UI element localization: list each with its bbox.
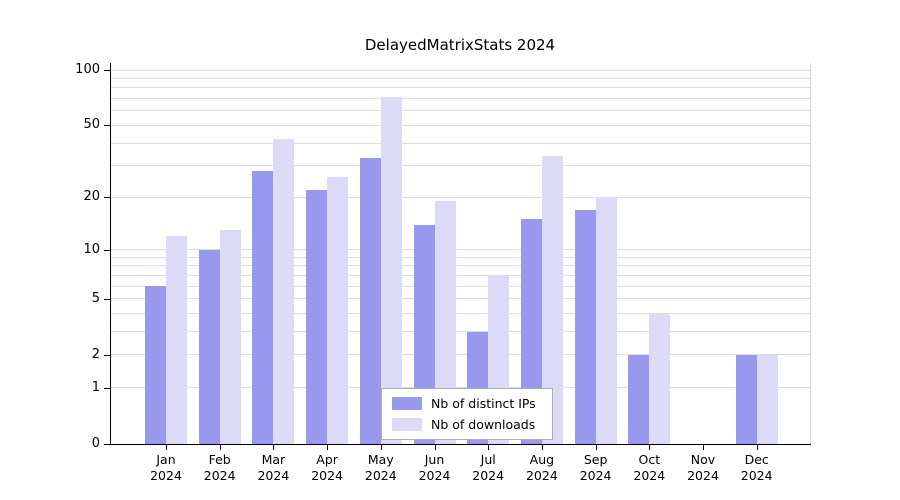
y-tick-label-50: 50 xyxy=(83,117,100,133)
gridline-30 xyxy=(110,165,810,167)
bar-downloads-feb xyxy=(219,230,241,444)
bar-downloads-dec xyxy=(756,354,778,444)
bar-distinct-ips-sep xyxy=(574,209,596,444)
bar-downloads-may xyxy=(380,97,402,444)
y-tick-1 xyxy=(104,387,110,389)
gridline-4 xyxy=(110,313,810,315)
bar-downloads-aug xyxy=(541,155,563,444)
y-tick-label-1: 1 xyxy=(91,379,100,395)
legend-swatch-downloads xyxy=(392,418,422,431)
y-tick-100 xyxy=(104,70,110,71)
x-label-feb: Feb 2024 xyxy=(203,452,236,483)
x-label-jan: Jan 2024 xyxy=(150,452,182,483)
x-tick-jul xyxy=(488,445,490,450)
x-label-may: May 2024 xyxy=(364,452,397,483)
legend-label-downloads: Nb of downloads xyxy=(431,417,536,432)
y-tick-50 xyxy=(104,125,110,127)
gridline-1 xyxy=(110,387,810,389)
bar-distinct-ips-oct xyxy=(628,354,650,444)
gridline-3 xyxy=(110,331,810,333)
y-tick-label-20: 20 xyxy=(83,189,100,205)
gridline-20 xyxy=(110,196,810,198)
y-tick-label-2: 2 xyxy=(91,346,100,362)
gridline-100 xyxy=(110,69,810,71)
x-tick-oct xyxy=(649,445,651,450)
bar-downloads-jun xyxy=(434,201,456,444)
bar-distinct-ips-dec xyxy=(735,354,757,444)
y-tick-2 xyxy=(104,354,110,356)
gridline-60 xyxy=(110,110,810,112)
bar-downloads-sep xyxy=(595,197,617,444)
y-tick-label-0: 0 xyxy=(91,436,100,451)
bar-distinct-ips-may xyxy=(359,158,381,444)
legend-item-distinct-ips: Nb of distinct IPs xyxy=(392,396,536,411)
bar-distinct-ips-jan xyxy=(145,286,166,444)
x-label-nov: Nov 2024 xyxy=(687,452,719,483)
gridline-70 xyxy=(110,98,810,100)
y-tick-label-10: 10 xyxy=(83,241,100,257)
y-tick-label-5: 5 xyxy=(91,290,100,306)
y-tick-5 xyxy=(104,298,110,300)
gridline-50 xyxy=(110,124,810,126)
x-label-dec: Dec 2024 xyxy=(740,452,773,483)
legend: Nb of distinct IPs Nb of downloads xyxy=(381,388,553,440)
x-label-aug: Aug 2024 xyxy=(525,452,558,483)
x-tick-feb xyxy=(219,445,221,450)
bar-distinct-ips-apr xyxy=(306,189,328,444)
x-axis-line xyxy=(110,444,811,445)
bar-downloads-jan xyxy=(166,236,187,444)
x-label-jul: Jul 2024 xyxy=(472,452,505,483)
y-tick-10 xyxy=(104,249,110,251)
gridline-8 xyxy=(110,265,810,267)
gridline-9 xyxy=(110,256,810,258)
legend-swatch-distinct-ips xyxy=(392,397,422,410)
x-tick-dec xyxy=(756,445,758,450)
plot-right-border xyxy=(810,63,811,444)
x-tick-apr xyxy=(327,445,329,450)
bar-downloads-oct xyxy=(649,313,671,444)
x-label-mar: Mar 2024 xyxy=(257,452,290,483)
x-tick-sep xyxy=(595,445,597,450)
y-axis-line xyxy=(110,63,111,445)
bar-downloads-mar xyxy=(273,139,295,444)
gridline-40 xyxy=(110,142,810,144)
gridline-5 xyxy=(110,298,810,300)
x-label-sep: Sep 2024 xyxy=(579,452,612,483)
bar-distinct-ips-aug xyxy=(520,219,542,444)
x-tick-may xyxy=(380,445,382,450)
gridline-90 xyxy=(110,77,810,79)
legend-item-downloads: Nb of downloads xyxy=(392,417,536,432)
x-tick-nov xyxy=(703,445,704,450)
x-tick-mar xyxy=(273,445,275,450)
gridline-80 xyxy=(110,87,810,89)
gridline-6 xyxy=(110,285,810,287)
bar-distinct-ips-feb xyxy=(198,249,220,444)
x-label-apr: Apr 2024 xyxy=(311,452,343,483)
bar-downloads-apr xyxy=(327,176,349,444)
gridline-7 xyxy=(110,275,810,276)
chart-title: DelayedMatrixStats 2024 xyxy=(364,36,556,54)
x-tick-jan xyxy=(166,445,167,450)
x-label-jun: Jun 2024 xyxy=(418,452,451,483)
y-tick-label-100: 100 xyxy=(75,62,100,77)
gridline-10 xyxy=(110,249,810,251)
bar-distinct-ips-mar xyxy=(252,171,274,444)
legend-label-distinct-ips: Nb of distinct IPs xyxy=(431,396,536,411)
gridline-2 xyxy=(110,354,810,356)
x-tick-jun xyxy=(434,445,436,450)
y-tick-0 xyxy=(104,444,110,445)
y-tick-20 xyxy=(104,197,110,199)
x-tick-aug xyxy=(541,445,543,450)
x-label-oct: Oct 2024 xyxy=(633,452,666,483)
